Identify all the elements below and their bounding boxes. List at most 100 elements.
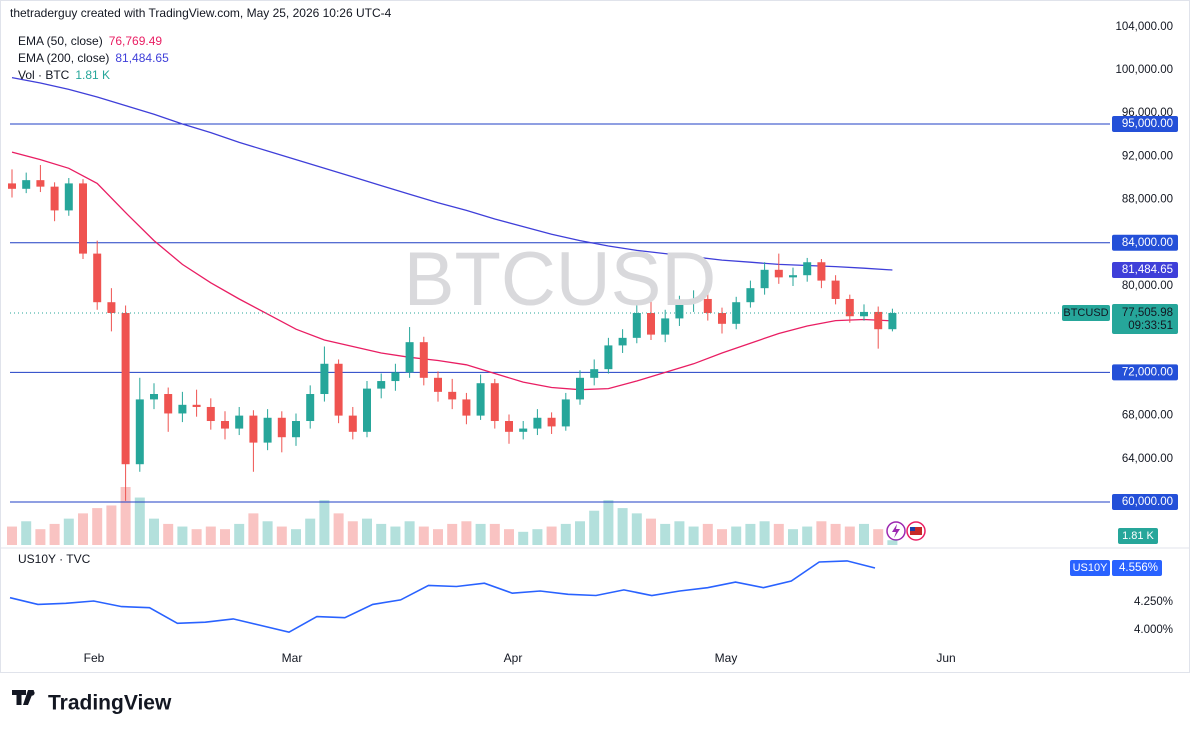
volume-bar (418, 526, 429, 545)
volume-bar (830, 523, 841, 545)
header: thetraderguy created with TradingView.co… (10, 6, 392, 20)
volume-bar (575, 521, 585, 545)
level-box (1112, 364, 1178, 381)
volume-bar (731, 526, 742, 545)
candle-body (689, 298, 698, 303)
candle-body (519, 428, 528, 432)
volume-bar (276, 526, 287, 545)
candle-body (36, 180, 45, 187)
candle-body (192, 404, 201, 407)
y-tick-label: 4.000% (1134, 624, 1173, 636)
volume-bar (149, 518, 159, 545)
candle-body (306, 394, 315, 422)
candle-body (476, 383, 485, 416)
candle-body (135, 399, 144, 465)
volume-bar (347, 521, 358, 545)
volume-bar (873, 529, 884, 545)
volume-bar (177, 526, 188, 545)
volume-bar (120, 487, 131, 545)
volume-bar (319, 500, 330, 545)
volume-bar (305, 518, 316, 545)
volume-bar (546, 526, 557, 545)
volume-bar (688, 526, 699, 545)
candle-body (675, 302, 684, 319)
candle-body (703, 298, 712, 314)
volume-bar (532, 529, 543, 545)
volume-bar (702, 523, 713, 545)
candle-body (334, 363, 343, 416)
candle-body (618, 337, 627, 346)
candle-body (561, 399, 570, 427)
volume-bar (92, 508, 103, 545)
yield-symbol: US10Y (1073, 562, 1109, 574)
ema-label: 81,484.65 (1122, 264, 1173, 276)
legend-value: 81,484.65 (115, 51, 169, 65)
candle-body (590, 369, 599, 378)
watermark: BTCUSD (404, 237, 716, 322)
volume-bar (376, 523, 387, 545)
candle-body (888, 312, 897, 330)
volume-bar (390, 526, 401, 545)
candle-body (419, 342, 428, 378)
icons (886, 521, 926, 541)
candle-body (604, 345, 613, 370)
volume-bar (461, 521, 472, 545)
level-box (1112, 494, 1178, 511)
x-tick-label: May (715, 651, 738, 665)
volume-bar (617, 508, 628, 545)
candle-body (462, 399, 471, 416)
yield-line (9, 560, 876, 634)
level-label: 95,000.00 (1122, 118, 1173, 130)
volume-box (1118, 528, 1158, 544)
volume-bar (788, 529, 798, 545)
volume-bar (106, 505, 117, 545)
candle-body (533, 417, 542, 429)
x-tick-label: Jun (936, 651, 955, 665)
price-label: 77,505.98 (1122, 307, 1173, 319)
volume-bar (859, 523, 869, 545)
y-tick-label: 4.250% (1134, 596, 1173, 608)
volume-bar (234, 523, 245, 545)
footer-brand: TradingView (48, 692, 172, 715)
volume-bar (560, 523, 571, 545)
volume-bar (717, 529, 727, 545)
ema-line (11, 76, 893, 271)
legend-name: EMA (200, close) (18, 51, 109, 65)
candle-body (277, 417, 286, 438)
candle-body (263, 417, 272, 443)
legend-value: 76,769.49 (109, 34, 163, 48)
candle-body (803, 262, 812, 276)
candle-body (377, 381, 386, 389)
candle-body (235, 415, 244, 429)
volume-bar (816, 521, 827, 545)
volume-bar (887, 540, 898, 545)
candle-body (22, 180, 31, 189)
volume-bar (518, 531, 529, 545)
candle-body (860, 311, 868, 317)
candle-body (221, 421, 229, 429)
candle-body (760, 269, 769, 289)
volume-bar (674, 521, 685, 545)
legend-name: US10Y · TVC (18, 552, 91, 566)
volume-bar (603, 500, 614, 545)
volume-bar (802, 526, 813, 545)
volume-bar (49, 523, 60, 545)
candle-body (505, 421, 513, 432)
ema-box (1112, 261, 1178, 278)
candle-body (320, 363, 329, 395)
candle-body (93, 253, 102, 303)
candle-body (79, 183, 87, 254)
candle-body (434, 377, 442, 392)
candle-body (8, 183, 16, 189)
volume-bar (7, 526, 17, 545)
volume-bar (291, 529, 301, 545)
candle-body (661, 318, 670, 335)
candle-body (746, 288, 755, 303)
y-tick-label: 80,000.00 (1122, 280, 1173, 292)
volume-bar (78, 513, 88, 545)
volume-bar (433, 529, 443, 545)
volume-bar (844, 526, 855, 545)
yield-symbol-box (1070, 560, 1110, 577)
yield-label: 4.556% (1119, 562, 1158, 574)
y-tick-label: 92,000.00 (1122, 150, 1173, 162)
